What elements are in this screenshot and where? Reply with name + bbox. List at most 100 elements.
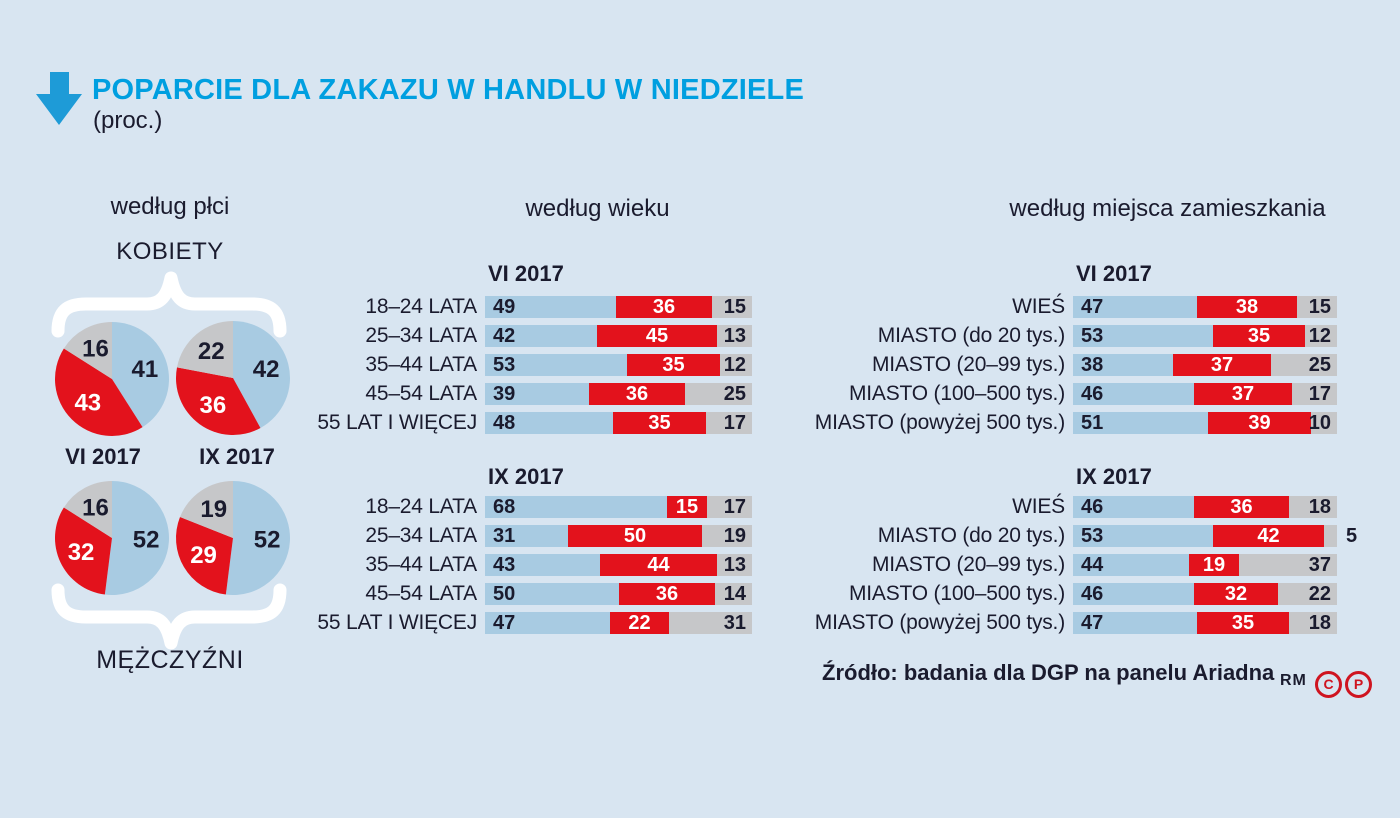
bar-value-blue: 42 bbox=[493, 325, 516, 347]
bar-value-red: 42 bbox=[1257, 525, 1280, 547]
bar-value-blue: 31 bbox=[493, 525, 516, 547]
residence-bar-row: 53 35 12 bbox=[1073, 325, 1337, 347]
section-heading-residence: według miejsca zamieszkania bbox=[1009, 195, 1326, 222]
bar-value-gray: 10 bbox=[1308, 412, 1331, 434]
bar-value-blue: 46 bbox=[1081, 383, 1104, 405]
bar-value-blue: 49 bbox=[493, 296, 516, 318]
bar-segment-gray: 15 bbox=[712, 296, 752, 318]
bar-segment-gray: 17 bbox=[706, 412, 752, 434]
brace-men bbox=[51, 583, 287, 650]
pie-value-label: 16 bbox=[82, 336, 109, 363]
bar-value-blue: 50 bbox=[493, 583, 516, 605]
pie-slice-blue bbox=[112, 322, 169, 428]
bar-segment-gray: 10 bbox=[1308, 412, 1337, 434]
residence-bar-row: 47 35 18 bbox=[1073, 612, 1337, 634]
residence-block-title-ix: IX 2017 bbox=[1076, 464, 1152, 489]
residence-bar-row: 47 38 15 bbox=[1073, 296, 1337, 318]
residence-bar-row: 38 37 25 bbox=[1073, 354, 1337, 376]
bar-segment-red: 37 bbox=[1173, 354, 1271, 376]
bar-segment-blue: 38 bbox=[1073, 354, 1173, 376]
residence-bar-row: 46 36 18 bbox=[1073, 496, 1337, 518]
bar-value-blue: 48 bbox=[493, 412, 516, 434]
bar-value-blue: 47 bbox=[1081, 296, 1104, 318]
p-in-circle-icon: P bbox=[1345, 671, 1372, 698]
pie-value-label: 36 bbox=[200, 392, 227, 419]
bar-value-red: 50 bbox=[623, 525, 647, 547]
category-label: MIASTO (100–500 tys.) bbox=[848, 382, 1065, 405]
bar-value-blue: 53 bbox=[493, 354, 516, 376]
bar-value-red: 37 bbox=[1231, 383, 1255, 405]
category-label: WIEŚ bbox=[1012, 495, 1065, 518]
bar-segment-red: 22 bbox=[610, 612, 669, 634]
category-label: MIASTO (powyżej 500 tys.) bbox=[814, 611, 1065, 634]
bar-value-blue: 68 bbox=[493, 496, 516, 518]
bar-segment-gray: 15 bbox=[1297, 296, 1337, 318]
pie-value-label: 43 bbox=[74, 390, 101, 417]
pie-slice-gray bbox=[63, 481, 112, 538]
bar-value-gray: 14 bbox=[723, 583, 746, 605]
bar-value-blue: 46 bbox=[1081, 496, 1104, 518]
bar-segment-red: 35 bbox=[627, 354, 720, 376]
bar-segment-red: 35 bbox=[1213, 325, 1305, 347]
category-label: 55 LAT I WIĘCEJ bbox=[317, 411, 477, 434]
category-label: 35–44 LATA bbox=[365, 553, 477, 576]
bar-segment-gray: 13 bbox=[717, 325, 752, 347]
bar-segment-gray: 19 bbox=[702, 525, 752, 547]
bar-value-gray: 12 bbox=[1308, 325, 1331, 347]
bar-segment-blue: 51 bbox=[1073, 412, 1208, 434]
category-label: MIASTO (do 20 tys.) bbox=[877, 324, 1065, 347]
age-bar-row: 43 44 13 bbox=[485, 554, 752, 576]
bar-value-red: 35 bbox=[662, 354, 685, 376]
bar-segment-red: 37 bbox=[1194, 383, 1292, 405]
bar-value-gray: 25 bbox=[1308, 354, 1331, 376]
bar-value-blue: 46 bbox=[1081, 583, 1104, 605]
pie-value-label: 42 bbox=[253, 356, 280, 383]
bar-segment-blue: 39 bbox=[485, 383, 589, 405]
bar-value-red: 32 bbox=[1224, 583, 1248, 605]
bar-value-gray: 13 bbox=[723, 325, 746, 347]
residence-bar-row: 46 37 17 bbox=[1073, 383, 1337, 405]
pie-slice-red bbox=[175, 367, 261, 436]
group-label-women: KOBIETY bbox=[116, 238, 224, 265]
pie-slice-red bbox=[55, 507, 112, 595]
bar-segment-red: 42 bbox=[1213, 525, 1324, 547]
age-bar-row: 42 45 13 bbox=[485, 325, 752, 347]
bar-value-red: 35 bbox=[1247, 325, 1271, 347]
bar-segment-blue: 47 bbox=[1073, 612, 1197, 634]
bar-segment-blue: 53 bbox=[485, 354, 627, 376]
bar-value-red: 36 bbox=[652, 296, 676, 318]
page-title: POPARCIE DLA ZAKAZU W HANDLU W NIEDZIELE bbox=[92, 74, 805, 106]
category-label: WIEŚ bbox=[1012, 295, 1065, 318]
pie-kobiety-ix-2017: 42 36 22 bbox=[175, 321, 291, 436]
bar-value-blue: 53 bbox=[1081, 525, 1104, 547]
pie-period-label-vi: VI 2017 bbox=[65, 444, 141, 469]
category-label: 35–44 LATA bbox=[365, 353, 477, 376]
bar-value-blue: 47 bbox=[493, 612, 516, 634]
pie-value-label: 22 bbox=[198, 338, 225, 365]
bar-value-red: 39 bbox=[1248, 412, 1271, 434]
bar-segment-blue: 31 bbox=[485, 525, 568, 547]
pie-slice-gray bbox=[63, 322, 112, 379]
group-label-men: MĘŻCZYŹNI bbox=[96, 646, 244, 674]
age-bar-row: 47 22 31 bbox=[485, 612, 752, 634]
pie-slice-gray bbox=[180, 481, 233, 538]
pie-mezczyzni-vi-2017: 52 32 16 bbox=[55, 481, 170, 596]
bar-value-red: 35 bbox=[648, 412, 671, 434]
category-label: MIASTO (do 20 tys.) bbox=[877, 524, 1065, 547]
age-block-title-ix: IX 2017 bbox=[488, 464, 564, 489]
bar-segment-red: 36 bbox=[1194, 496, 1289, 518]
bar-segment-blue: 53 bbox=[1073, 325, 1213, 347]
category-label: MIASTO (100–500 tys.) bbox=[848, 582, 1065, 605]
bar-segment-red: 45 bbox=[597, 325, 717, 347]
bar-segment-red: 39 bbox=[1208, 412, 1311, 434]
category-label: MIASTO (powyżej 500 tys.) bbox=[814, 411, 1065, 434]
bar-value-gray: 31 bbox=[723, 612, 746, 634]
bar-segment-red: 35 bbox=[613, 412, 706, 434]
bar-segment-blue: 42 bbox=[485, 325, 597, 347]
bar-segment-gray: 22 bbox=[1278, 583, 1337, 605]
bar-segment-blue: 68 bbox=[485, 496, 667, 518]
pie-value-label: 19 bbox=[200, 496, 227, 523]
age-bar-row: 31 50 19 bbox=[485, 525, 752, 547]
